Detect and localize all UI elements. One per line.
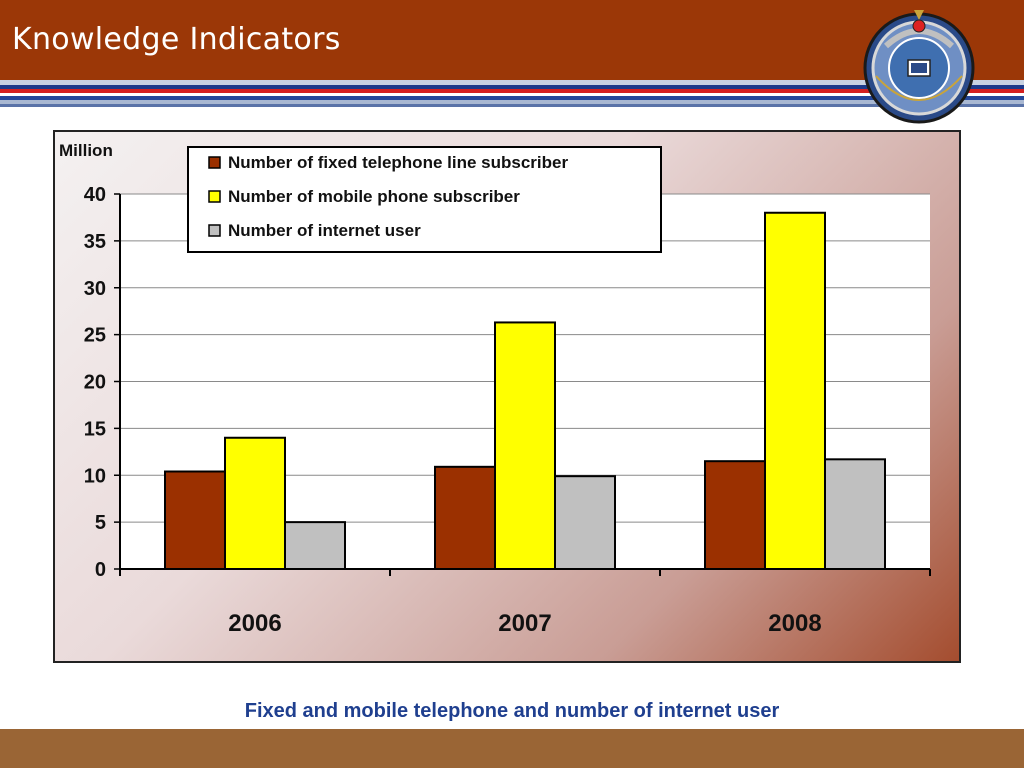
y-tick-label: 40 — [84, 184, 106, 206]
y-tick-label: 20 — [84, 372, 106, 394]
bar — [224, 436, 286, 570]
legend-label: Number of fixed telephone line subscribe… — [228, 153, 568, 172]
emblem-logo-icon — [863, 10, 975, 124]
legend-swatch — [208, 156, 221, 169]
y-tick-label: 25 — [84, 325, 106, 347]
legend-swatch — [208, 190, 221, 203]
x-tick-label: 2008 — [768, 610, 821, 637]
x-tick-label: 2006 — [228, 610, 281, 637]
bar — [764, 211, 826, 570]
slide-header: Knowledge Indicators — [0, 0, 1024, 80]
y-axis-label: Million — [59, 141, 113, 160]
slide-title: Knowledge Indicators — [12, 22, 341, 57]
bar-chart: 0 5 10 15 20 25 30 35 40 Million 2006 2007 2008 Numbe… — [59, 141, 931, 637]
bar — [284, 521, 346, 570]
bar — [494, 321, 556, 570]
y-tick-label: 10 — [84, 465, 106, 487]
bar — [704, 460, 766, 570]
bar — [554, 475, 616, 570]
x-tick-label: 2007 — [498, 610, 551, 637]
slide-footer — [0, 729, 1024, 768]
bar — [164, 470, 226, 570]
y-tick-label: 15 — [84, 418, 106, 440]
bar — [824, 458, 886, 570]
y-tick-label: 5 — [95, 512, 106, 534]
y-tick-label: 35 — [84, 231, 106, 253]
y-tick-label: 30 — [84, 278, 106, 300]
header-stripes — [0, 80, 1024, 112]
bar — [434, 465, 496, 570]
legend-label: Number of mobile phone subscriber — [228, 187, 520, 206]
legend-box — [187, 146, 662, 253]
y-tick-label: 0 — [95, 559, 106, 581]
legend-swatch — [208, 224, 221, 237]
chart-caption: Fixed and mobile telephone and number of… — [244, 700, 780, 722]
legend-label: Number of internet user — [228, 221, 421, 240]
